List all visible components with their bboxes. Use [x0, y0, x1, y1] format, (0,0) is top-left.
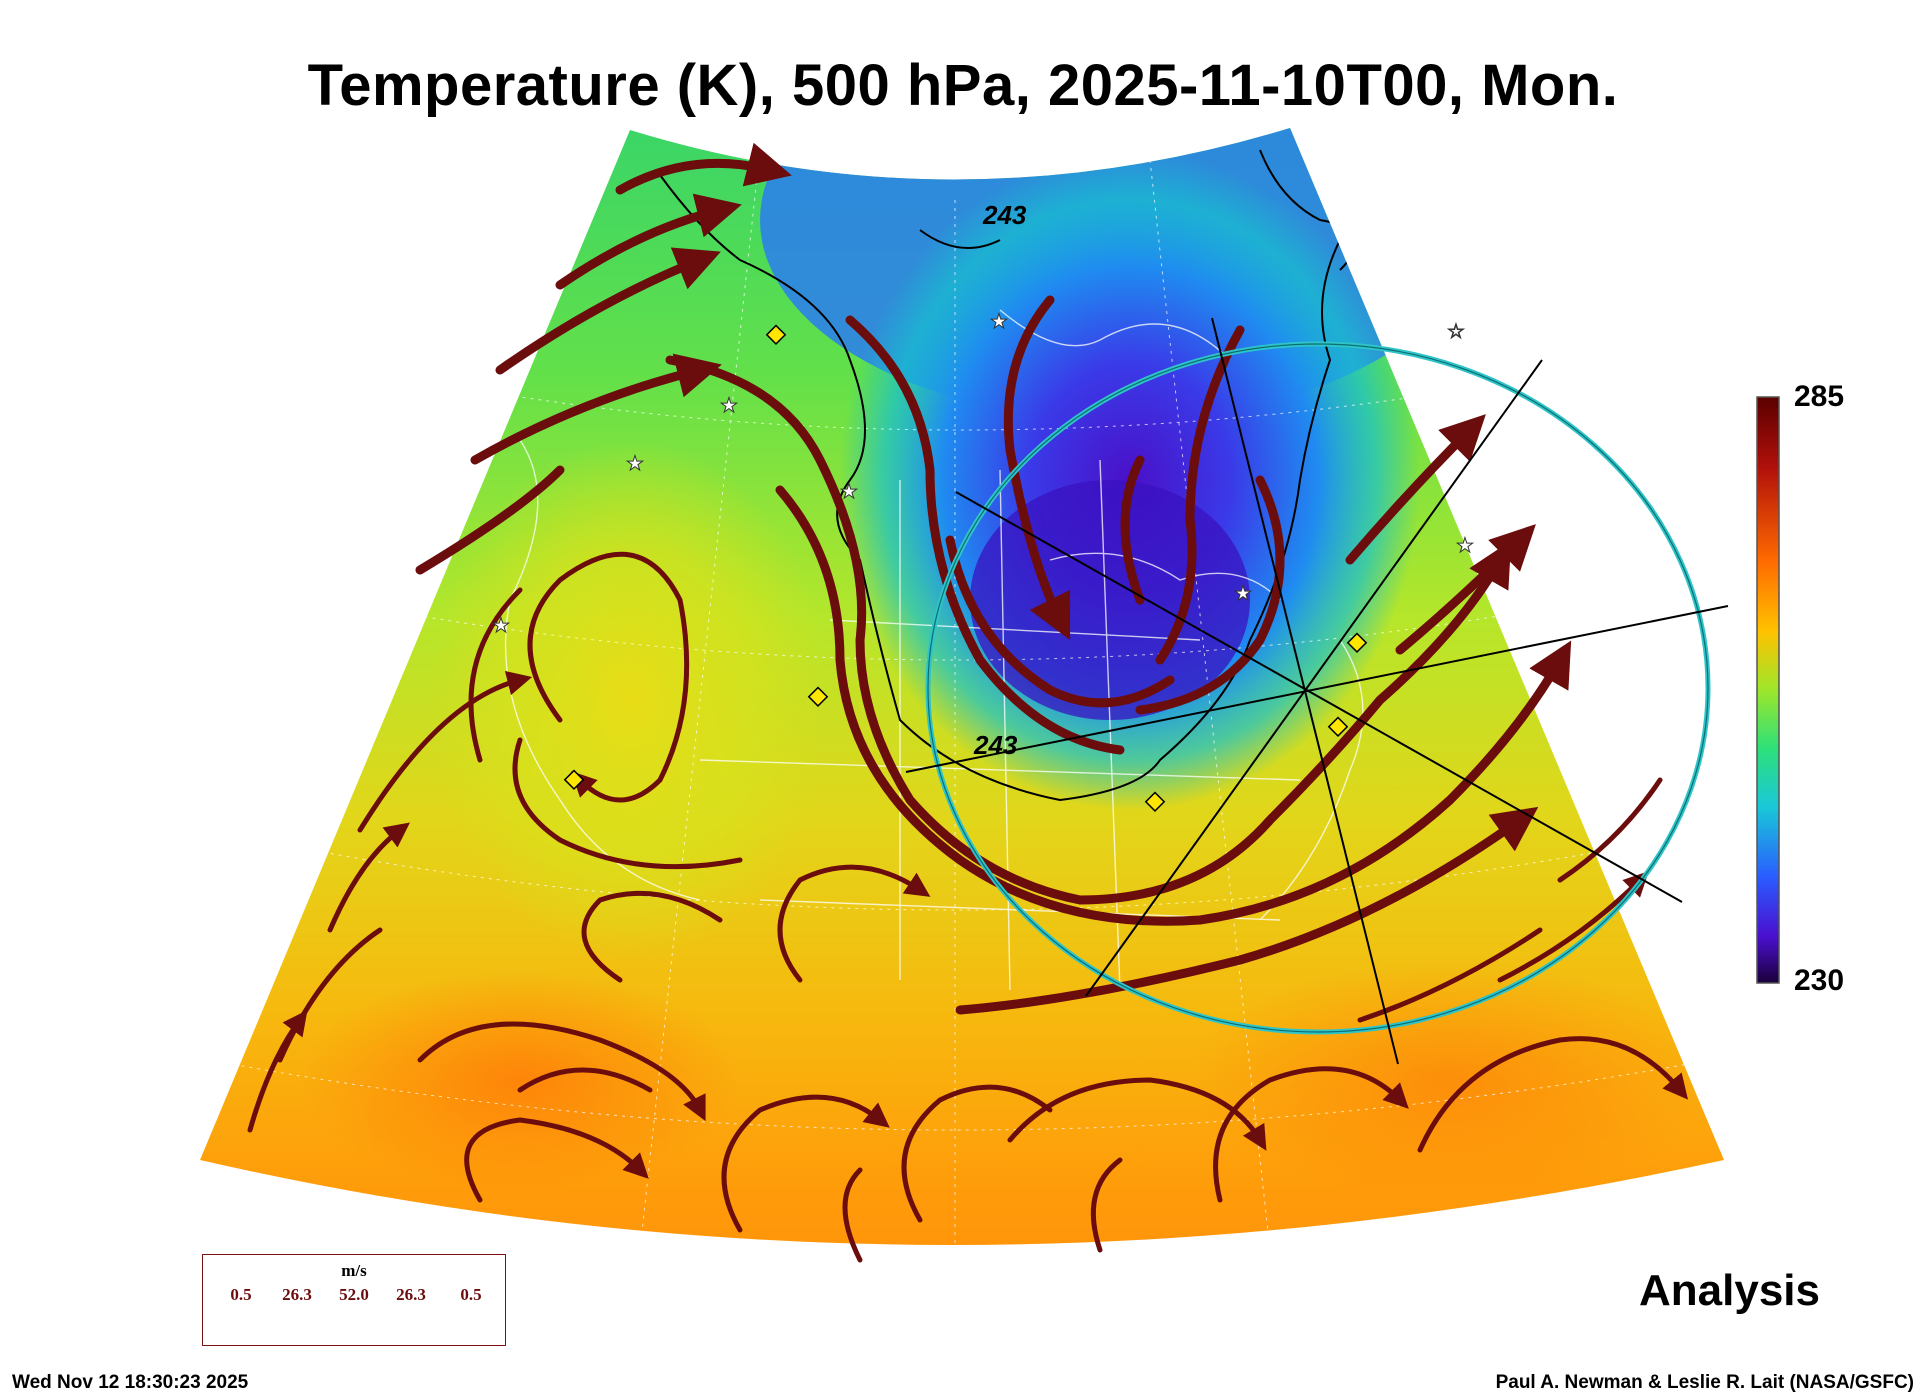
- map-title: Temperature (K), 500 hPa, 2025-11-10T00,…: [307, 53, 1619, 118]
- contour-label: 243: [982, 200, 1027, 230]
- svg-text:★: ★: [492, 613, 510, 637]
- colorbar-min-label: 230: [1794, 964, 1845, 997]
- footer-credit: Paul A. Newman & Leslie R. Lait (NASA/GS…: [1495, 1372, 1914, 1393]
- projection-overlay: [905, 317, 1729, 1065]
- temperature-field: [200, 128, 1724, 1245]
- svg-text:★: ★: [840, 479, 858, 503]
- contour-label: 243: [973, 730, 1018, 760]
- station-diamonds: [563, 324, 1368, 812]
- legend-tick: 26.3: [396, 1285, 426, 1304]
- legend-tick: 0.5: [460, 1285, 482, 1304]
- legend-unit: m/s: [341, 1261, 367, 1280]
- wind-streamlines: [247, 142, 1689, 1263]
- svg-text:★: ★: [990, 309, 1008, 333]
- colorbar-max-label: 285: [1794, 380, 1845, 413]
- footer-timestamp: Wed Nov 12 18:30:23 2025: [12, 1372, 249, 1393]
- legend-tick: 52.0: [339, 1285, 369, 1304]
- legend-tick: 0.5: [230, 1285, 252, 1304]
- contour-labels: 243 243: [973, 200, 1027, 760]
- svg-text:★: ★: [1234, 581, 1252, 605]
- wind-legend: m/s 0.5 26.3 52.0 26.3 0.5: [202, 1254, 506, 1346]
- svg-text:★: ★: [626, 451, 644, 475]
- station-stars: ☆ ★ ★ ★ ★ ★ ★ ★: [492, 309, 1475, 638]
- colorbar: [1756, 396, 1780, 984]
- svg-text:☆: ☆: [1447, 319, 1465, 343]
- analysis-label: Analysis: [1639, 1266, 1820, 1315]
- legend-tick: 26.3: [282, 1285, 312, 1304]
- svg-text:★: ★: [1456, 533, 1474, 557]
- svg-text:★: ★: [720, 393, 738, 417]
